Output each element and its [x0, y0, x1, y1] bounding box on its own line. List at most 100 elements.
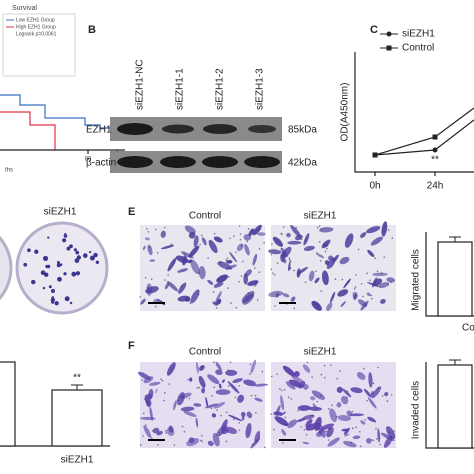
pore — [391, 237, 394, 239]
colony — [47, 236, 50, 239]
colony — [66, 246, 71, 251]
pore — [142, 412, 145, 415]
cell — [213, 282, 224, 288]
pore — [320, 373, 323, 376]
image-label: siEZH1 — [304, 211, 337, 222]
colony — [69, 244, 73, 249]
pore — [232, 418, 235, 421]
pore — [240, 244, 243, 247]
pore — [239, 238, 242, 241]
cell — [287, 419, 298, 429]
cell — [337, 289, 349, 297]
cell — [381, 221, 388, 237]
cell — [350, 387, 363, 394]
pore — [163, 226, 166, 229]
cell — [146, 399, 152, 408]
cell — [367, 282, 380, 288]
pore — [272, 272, 274, 274]
pore — [320, 228, 323, 230]
cell — [367, 416, 376, 423]
cell — [371, 386, 382, 399]
pore — [218, 431, 220, 434]
cell — [291, 375, 304, 384]
cell — [318, 424, 326, 438]
cell — [367, 397, 377, 409]
colony — [43, 272, 49, 277]
pore — [381, 395, 384, 397]
pore — [316, 252, 318, 254]
pore — [229, 361, 232, 363]
dish — [0, 235, 13, 301]
cell — [232, 378, 243, 384]
pore — [163, 392, 166, 394]
pore — [219, 260, 222, 263]
cell — [280, 247, 288, 258]
cell — [329, 408, 337, 423]
pore — [390, 281, 392, 284]
pore — [289, 266, 292, 269]
cell — [216, 274, 228, 283]
band — [117, 156, 153, 168]
cell — [166, 281, 179, 292]
pore — [234, 396, 237, 399]
colony — [63, 272, 67, 276]
marker — [432, 134, 438, 140]
cell — [274, 416, 289, 426]
pore — [233, 235, 235, 237]
pore — [227, 287, 229, 289]
cell — [380, 432, 395, 442]
pore — [271, 243, 273, 245]
lane-label: siEZH1-1 — [175, 68, 186, 110]
pore — [203, 384, 206, 387]
survival-curve — [0, 111, 56, 150]
pore — [164, 279, 166, 281]
pore — [364, 419, 366, 421]
pore — [327, 408, 330, 410]
colony — [95, 260, 100, 264]
legend-label: High EZH1 Group — [16, 24, 56, 30]
pore — [317, 427, 320, 430]
pore — [288, 257, 291, 259]
cell — [222, 379, 225, 383]
pore — [326, 247, 328, 250]
pore — [287, 234, 289, 236]
pore — [201, 366, 203, 368]
pore — [280, 232, 283, 235]
pore — [213, 232, 216, 235]
cell — [272, 236, 284, 247]
pore — [366, 272, 369, 275]
row-label: EZH1 — [86, 125, 112, 136]
pore — [377, 387, 379, 389]
pore — [198, 386, 201, 389]
cell — [326, 257, 336, 270]
pore — [249, 373, 251, 375]
pore — [219, 433, 221, 436]
pore — [270, 253, 273, 256]
pore — [369, 279, 371, 282]
cell — [207, 279, 214, 285]
colony — [93, 252, 98, 258]
pore — [197, 272, 200, 274]
image-label: Control — [189, 211, 221, 222]
pore — [238, 422, 241, 424]
pore — [225, 259, 228, 261]
pore — [216, 409, 219, 411]
band — [202, 156, 238, 168]
pore — [390, 394, 393, 396]
cell — [344, 433, 350, 437]
cell — [380, 298, 386, 304]
cell — [193, 403, 202, 407]
cell — [285, 381, 296, 390]
pore — [370, 294, 372, 297]
pore — [156, 251, 159, 254]
cell — [349, 413, 364, 417]
cell — [226, 260, 233, 264]
pore — [144, 398, 146, 400]
pore — [380, 272, 383, 274]
pore — [393, 430, 395, 432]
cell — [252, 253, 258, 266]
cell — [314, 277, 320, 284]
pore — [187, 378, 189, 381]
pore — [170, 243, 173, 245]
cell — [225, 264, 237, 270]
